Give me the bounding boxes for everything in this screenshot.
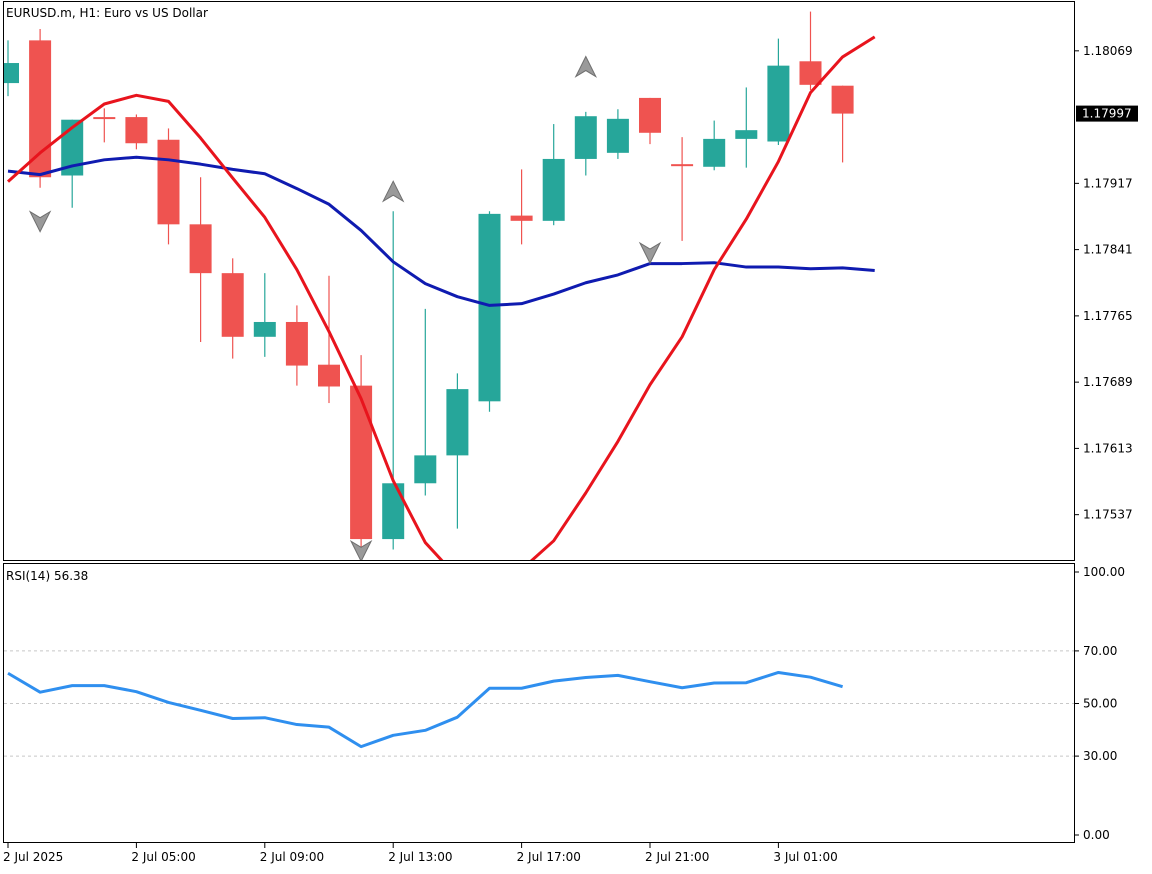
rsi-tick-label: 0.00 [1083,828,1110,842]
price-tick-label: 1.17537 [1083,508,1133,522]
arrow-up-icon [381,180,405,203]
rsi-layer [4,650,1074,757]
rsi-tick-label: 30.00 [1083,749,1117,763]
price-tick-label: 1.17613 [1083,441,1133,455]
chart-title: EURUSD.m, H1: Euro vs US Dollar [6,6,208,20]
candle-body-bull [253,321,276,337]
time-tick-label: 2 Jul 21:00 [645,850,709,864]
candle-body-bear [350,385,373,540]
candle-body-bear [671,164,694,167]
candle-body-bull [4,63,19,84]
candle-body-bear [799,61,822,85]
candle-body-bear [189,224,212,274]
axis-layer: 1.18069 1.17917 1.17841 1.17765 1.17689 1.176… [3,44,1138,864]
candle-body-bear [639,97,661,133]
price-pane [3,1,1075,561]
candle-body-bull [703,138,726,167]
rsi-tick-label: 70.00 [1083,644,1117,658]
candle-body-bear [831,85,854,114]
time-tick-label: 2 Jul 13:00 [388,850,452,864]
arrow-up-icon [574,55,598,78]
candle-body-bear [221,273,244,337]
arrow-down-icon [638,241,662,265]
ma-fast-line [6,35,876,560]
rsi-tick-label: 100.00 [1083,565,1125,579]
candle-body-bull [382,483,405,540]
candle-body-bear [510,215,533,221]
price-tick-label: 1.17917 [1083,176,1133,190]
rsi-line [7,670,844,749]
rsi-title: RSI(14) 56.38 [6,569,88,583]
candle-body-bull [574,116,597,159]
ma-slow-line [7,155,875,307]
arrow-down-icon [28,210,52,233]
candle-body-bear [318,364,340,387]
time-tick-label: 2 Jul 17:00 [517,850,581,864]
candle-body-bear [125,117,148,144]
arrow-down-icon [349,539,373,560]
candle-body-bear [157,139,180,225]
candle-body-bear [285,321,308,366]
candle-body-bear [29,40,52,178]
time-tick-label: 2 Jul 09:00 [260,850,324,864]
price-tick-label: 1.17689 [1083,375,1133,389]
time-tick-label: 2 Jul 05:00 [131,850,195,864]
candle-body-bull [606,118,629,153]
candle-body-bear [93,117,116,120]
price-tick-label: 1.18069 [1083,44,1133,58]
time-tick-label: 3 Jul 01:00 [773,850,837,864]
current-price-label: 1.17997 [1082,107,1132,121]
price-tick-label: 1.17765 [1083,309,1133,323]
candle-body-bull [478,213,501,402]
candle-body-bull [735,130,758,139]
price-tick-label: 1.17841 [1083,243,1133,257]
candle-body-bull [767,65,790,142]
current-price-tag [1076,105,1138,122]
time-tick-label: 2 Jul 2025 [3,850,63,864]
candle-body-bull [414,455,437,484]
candle-body-bull [542,158,565,221]
price-layer [4,11,876,560]
candle-body-bull [446,389,469,456]
rsi-tick-label: 50.00 [1083,697,1117,711]
